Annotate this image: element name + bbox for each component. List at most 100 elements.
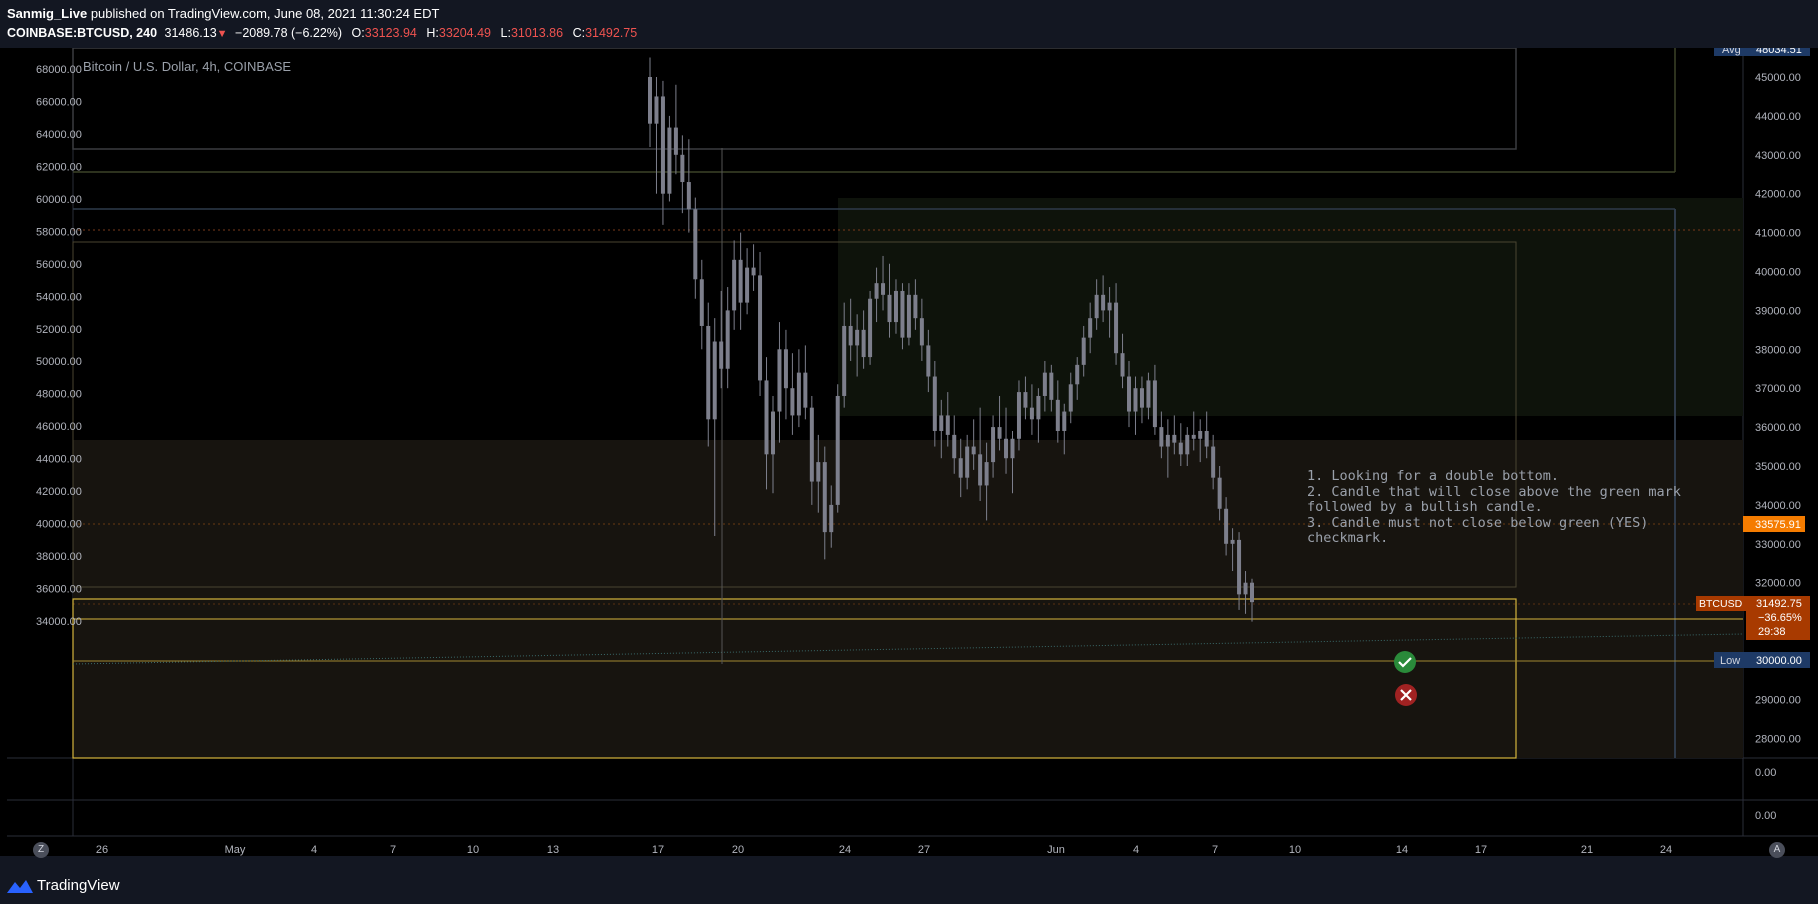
candle-body: [1224, 508, 1229, 544]
candle-body: [971, 446, 976, 455]
candle-body: [796, 372, 801, 416]
candle-body: [1243, 582, 1248, 595]
auto-scale-button[interactable]: A: [1769, 842, 1785, 858]
x-tick-label: 4: [311, 844, 317, 856]
candle-body: [958, 458, 963, 478]
open-label: O:: [351, 26, 365, 40]
x-tick-label: 4: [1133, 844, 1139, 856]
x-tick-label: May: [225, 844, 246, 856]
svg-text:BTCUSD: BTCUSD: [1699, 598, 1743, 610]
left-tick-label: 62000.00: [36, 161, 82, 173]
candle-body: [686, 182, 691, 210]
candle-body: [745, 267, 750, 303]
candle-body: [1172, 434, 1177, 443]
left-tick-label: 52000.00: [36, 324, 82, 336]
candle-body: [991, 427, 996, 463]
left-tick-label: 34000.00: [36, 616, 82, 628]
left-tick-label: 56000.00: [36, 259, 82, 271]
candle-body: [809, 407, 814, 482]
x-tick-label: 17: [1475, 844, 1487, 856]
candle-body: [913, 294, 918, 319]
x-tick-label: 17: [652, 844, 664, 856]
left-tick-label: 50000.00: [36, 356, 82, 368]
candle-body: [861, 329, 866, 358]
chart-area[interactable]: Bitcoin / U.S. Dollar, 4h, COINBASE 6800…: [0, 48, 1818, 856]
svg-text:−36.65%: −36.65%: [1758, 612, 1802, 624]
publish-line: Sanmig_Live published on TradingView.com…: [7, 6, 439, 21]
candle-body: [660, 96, 665, 194]
x-tick-label: 10: [467, 844, 479, 856]
candle-body: [1036, 395, 1041, 420]
footer: TradingView: [0, 868, 1818, 904]
left-tick-label: 40000.00: [36, 519, 82, 531]
x-tick-label: 24: [1660, 844, 1672, 856]
candle-body: [777, 349, 782, 412]
candle-body: [758, 275, 763, 381]
left-tick-label: 66000.00: [36, 96, 82, 108]
chart-header: Sanmig_Live published on TradingView.com…: [0, 0, 1818, 48]
author-name[interactable]: Sanmig_Live: [7, 6, 88, 21]
candle-body: [919, 318, 924, 346]
right-tick-label: 45000.00: [1755, 72, 1801, 84]
left-tick-label: 44000.00: [36, 454, 82, 466]
left-tick-label: 58000.00: [36, 226, 82, 238]
candle-body: [751, 267, 756, 276]
candle-body: [1165, 434, 1170, 447]
candle-body: [1152, 380, 1157, 428]
candle-body: [829, 504, 834, 533]
yellow-box: [72, 598, 1517, 759]
x-tick-label: 20: [732, 844, 744, 856]
candle-body: [952, 434, 957, 459]
time-axis[interactable]: 26 May 4 7 10 13 17 20 24 27 Jun 4 7 10 14 17 21 24: [96, 844, 1672, 856]
candle-body: [932, 376, 937, 431]
candle-body: [673, 127, 678, 155]
lower-tick-label: 0.00: [1755, 810, 1776, 822]
low-value: 31013.86: [510, 26, 564, 40]
candle-body: [738, 259, 743, 303]
candle-body: [699, 279, 704, 326]
candle-body: [764, 380, 769, 455]
candle-body: [1178, 442, 1183, 455]
close-label: C:: [572, 26, 586, 40]
right-tick-label: 37000.00: [1755, 383, 1801, 395]
candle-body: [822, 462, 827, 533]
candle-body: [997, 427, 1002, 439]
right-tick-label: 29000.00: [1755, 694, 1801, 706]
brand-name[interactable]: TradingView: [37, 877, 120, 894]
candle-body: [965, 446, 970, 478]
candle-body: [855, 329, 860, 346]
right-tick-label: 33000.00: [1755, 539, 1801, 551]
left-tick-label: 46000.00: [36, 421, 82, 433]
candle-body: [1133, 388, 1138, 412]
candle-body: [1010, 438, 1015, 459]
svg-text:30000.00: 30000.00: [1756, 655, 1802, 667]
candle-body: [881, 283, 886, 295]
price-chart[interactable]: Bitcoin / U.S. Dollar, 4h, COINBASE 6800…: [0, 48, 1818, 856]
candle-body: [1127, 376, 1132, 412]
down-arrow-icon: ▼: [216, 28, 228, 40]
candle-body: [719, 341, 724, 369]
right-tick-label: 43000.00: [1755, 150, 1801, 162]
candle-body: [906, 294, 911, 338]
candle-body: [868, 298, 873, 358]
x-tick-label: 13: [547, 844, 559, 856]
zoom-reset-button[interactable]: Z: [33, 842, 49, 858]
left-price-axis[interactable]: 68000.00 66000.00 64000.00 62000.00 60000.00…: [36, 64, 82, 628]
candle-body: [874, 283, 879, 299]
x-tick-label: 21: [1581, 844, 1593, 856]
candle-body: [770, 411, 775, 455]
candle-body: [893, 290, 898, 323]
x-tick-label: 27: [918, 844, 930, 856]
candle-body: [984, 462, 989, 486]
x-tick-label: 14: [1396, 844, 1408, 856]
left-tick-label: 54000.00: [36, 291, 82, 303]
candle-body: [1107, 302, 1112, 311]
svg-text:48034.51: 48034.51: [1756, 48, 1802, 56]
candle-body: [706, 325, 711, 420]
price-change: −2089.78 (−6.22%): [235, 26, 343, 40]
svg-text:33575.91: 33575.91: [1755, 519, 1801, 531]
publish-info: published on TradingView.com, June 08, 2…: [90, 6, 440, 21]
candle-body: [1094, 294, 1099, 319]
candle-body: [1049, 372, 1054, 400]
right-tick-label: 44000.00: [1755, 111, 1801, 123]
